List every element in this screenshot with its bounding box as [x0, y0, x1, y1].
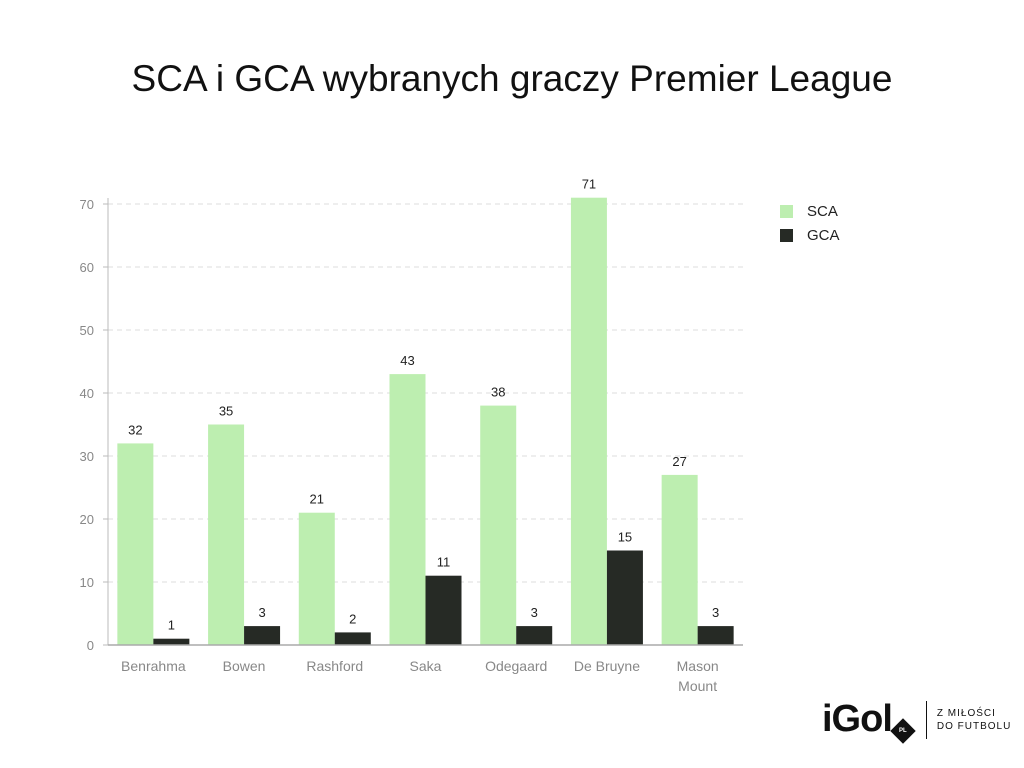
- data-label-gca: 15: [618, 530, 632, 545]
- igol-logo: iGol PL Z MIŁOŚCI DO FUTBOLU: [822, 698, 1012, 744]
- logo-wordmark: iGol: [822, 698, 893, 740]
- y-tick-label: 0: [87, 638, 94, 653]
- y-tick-label: 20: [80, 512, 94, 527]
- bar-gca: [606, 550, 643, 645]
- data-label-gca: 11: [437, 555, 451, 570]
- data-label-gca: 3: [531, 605, 538, 620]
- legend-label-sca: SCA: [807, 202, 838, 220]
- bar-gca: [153, 638, 190, 645]
- x-tick-label: De Bruyne: [574, 658, 640, 674]
- y-tick-label: 60: [80, 260, 94, 275]
- y-tick-label: 10: [80, 575, 94, 590]
- data-label-sca: 35: [219, 404, 233, 419]
- x-tick-label: Odegaard: [485, 658, 547, 674]
- data-label-gca: 3: [258, 605, 265, 620]
- data-label-gca: 3: [712, 605, 719, 620]
- y-tick-label: 40: [80, 386, 94, 401]
- x-tick-label: Rashford: [306, 658, 363, 674]
- bar-sca: [389, 374, 426, 645]
- y-tick-label: 70: [80, 197, 94, 212]
- bar-sca: [570, 197, 607, 645]
- legend-label-gca: GCA: [807, 226, 840, 244]
- legend-item-gca: GCA: [780, 223, 840, 247]
- x-tick-label: Bowen: [223, 658, 266, 674]
- bar-gca: [425, 575, 462, 645]
- chart-title: SCA i GCA wybranych graczy Premier Leagu…: [131, 58, 893, 99]
- data-label-sca: 71: [582, 177, 596, 192]
- bar-sca: [117, 443, 154, 645]
- bar-gca: [697, 626, 734, 645]
- bar-sca: [480, 405, 517, 645]
- y-tick-label: 30: [80, 449, 94, 464]
- bar-sca: [661, 474, 698, 645]
- logo-tagline: Z MIŁOŚCI DO FUTBOLU: [936, 707, 1012, 732]
- x-tick-label: Benrahma: [121, 658, 186, 674]
- bar-sca: [298, 512, 335, 645]
- data-label-sca: 21: [310, 492, 324, 507]
- x-tick-label: Mount: [678, 678, 717, 694]
- data-label-sca: 38: [491, 385, 505, 400]
- data-label-gca: 2: [349, 611, 356, 626]
- legend-swatch-sca: [780, 204, 793, 218]
- legend-item-sca: SCA: [780, 199, 840, 223]
- bar-gca: [244, 626, 281, 645]
- data-label-sca: 27: [672, 454, 686, 469]
- logo-badge: PL: [890, 717, 916, 744]
- x-tick-label: Mason: [677, 658, 719, 674]
- bar-gca: [334, 632, 371, 645]
- data-label-gca: 1: [168, 618, 175, 633]
- data-label-sca: 43: [400, 353, 414, 368]
- bar-gca: [516, 626, 553, 645]
- logo-divider: [925, 700, 927, 739]
- x-tick-label: Saka: [410, 658, 442, 674]
- bar-sca: [208, 424, 245, 645]
- chart-legend: SCA GCA: [780, 199, 840, 247]
- y-tick-label: 50: [80, 323, 94, 338]
- data-label-sca: 32: [128, 422, 142, 437]
- legend-swatch-gca: [780, 228, 793, 242]
